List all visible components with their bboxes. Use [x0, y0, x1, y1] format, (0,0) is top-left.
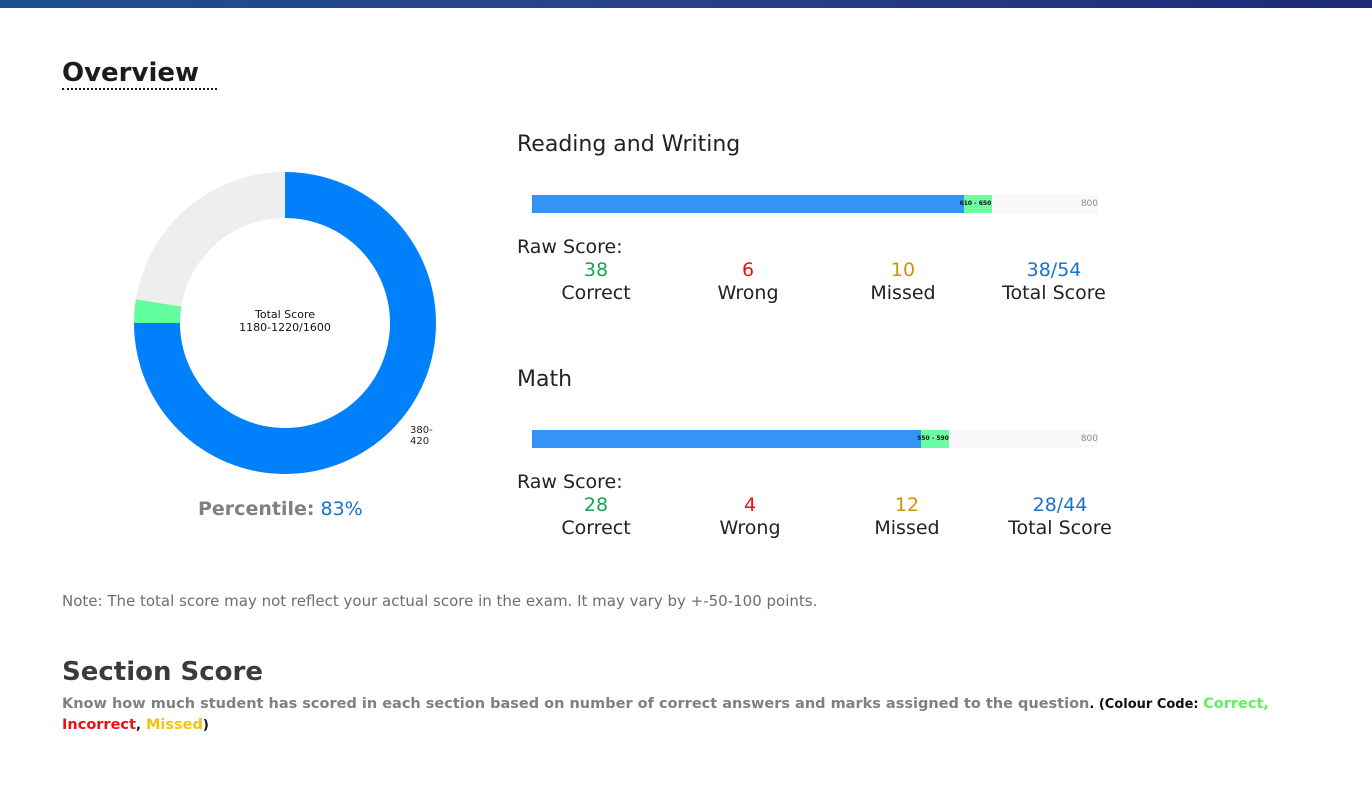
section-title: Reading and Writing — [517, 132, 741, 157]
percentile-value: 83% — [320, 498, 363, 520]
stat-wrong: 6 Wrong — [673, 259, 823, 305]
section-title: Math — [517, 367, 573, 392]
section-score-text: Know how much student has scored in each… — [62, 696, 1090, 712]
correct-count: 28 — [583, 494, 609, 516]
colour-code-suffix: ) — [202, 718, 209, 733]
percentile-label: Percentile: — [198, 498, 315, 520]
raw-score-label: Raw Score: — [517, 471, 623, 493]
missed-caption: Missed — [870, 282, 936, 304]
correct-caption: Correct — [561, 517, 631, 539]
score-bar: 610 - 650 800 — [532, 195, 1098, 213]
donut-chart — [134, 172, 436, 474]
score-max-label: 800 — [1080, 199, 1098, 209]
section-score-description: Know how much student has scored in each… — [62, 694, 1342, 736]
missed-caption: Missed — [874, 517, 940, 539]
missed-count: 10 — [890, 259, 916, 281]
wrong-count: 6 — [741, 259, 755, 281]
score-bar-range — [963, 195, 992, 213]
wrong-caption: Wrong — [719, 517, 781, 539]
score-max-label: 800 — [1080, 434, 1098, 444]
colour-code-correct: Correct, — [1203, 696, 1269, 712]
stat-correct: 38 Correct — [521, 259, 671, 305]
score-bar-fill — [532, 195, 964, 213]
donut-segment-remaining — [135, 172, 285, 307]
score-bar-range — [921, 430, 950, 448]
donut-segment-range — [134, 299, 182, 323]
score-range-label: 610 - 650 — [959, 200, 992, 207]
total-score-value: 1180-1220/1600 — [239, 321, 331, 334]
total-score-label: Total Score — [255, 308, 315, 321]
total-caption: Total Score — [1008, 517, 1112, 539]
percentile: Percentile: 83% — [198, 498, 363, 520]
missed-count: 12 — [894, 494, 920, 516]
stat-missed: 10 Missed — [828, 259, 978, 305]
total-score-donut: Total Score 1180-1220/1600 380-420 — [120, 158, 450, 488]
colour-code-incorrect: Incorrect — [62, 717, 136, 733]
wrong-caption: Wrong — [717, 282, 779, 304]
total-count: 28/44 — [1032, 494, 1088, 516]
colour-code-separator: , — [135, 718, 141, 733]
colour-code-missed: Missed — [145, 717, 203, 733]
score-bar-fill — [532, 430, 922, 448]
section-score-heading: Section Score — [62, 657, 263, 687]
colour-code-prefix: . (Colour Code: — [1089, 697, 1204, 712]
stat-correct: 28 Correct — [521, 494, 671, 540]
stat-wrong: 4 Wrong — [675, 494, 825, 540]
donut-range-label: 380-420 — [410, 425, 433, 447]
score-range-label: 550 - 590 — [917, 435, 949, 442]
stat-missed: 12 Missed — [832, 494, 982, 540]
overview-heading: Overview — [62, 58, 218, 90]
total-caption: Total Score — [1002, 282, 1106, 304]
total-count: 38/54 — [1026, 259, 1082, 281]
section-math: Math 550 - 590 800 Raw Score: 28 Correct… — [517, 367, 1117, 547]
stat-total: 28/44 Total Score — [985, 494, 1135, 540]
top-accent-bar — [0, 0, 1372, 8]
wrong-count: 4 — [743, 494, 757, 516]
raw-score-label: Raw Score: — [517, 236, 623, 258]
correct-count: 38 — [583, 259, 609, 281]
correct-caption: Correct — [561, 282, 631, 304]
section-reading-writing: Reading and Writing 610 - 650 800 Raw Sc… — [517, 132, 1117, 312]
score-bar: 550 - 590 800 — [532, 430, 1098, 448]
donut-center-label: Total Score 1180-1220/1600 — [120, 308, 450, 334]
score-note: Note: The total score may not reflect yo… — [62, 592, 818, 610]
stat-total: 38/54 Total Score — [979, 259, 1129, 305]
donut-segment-score — [134, 172, 436, 474]
